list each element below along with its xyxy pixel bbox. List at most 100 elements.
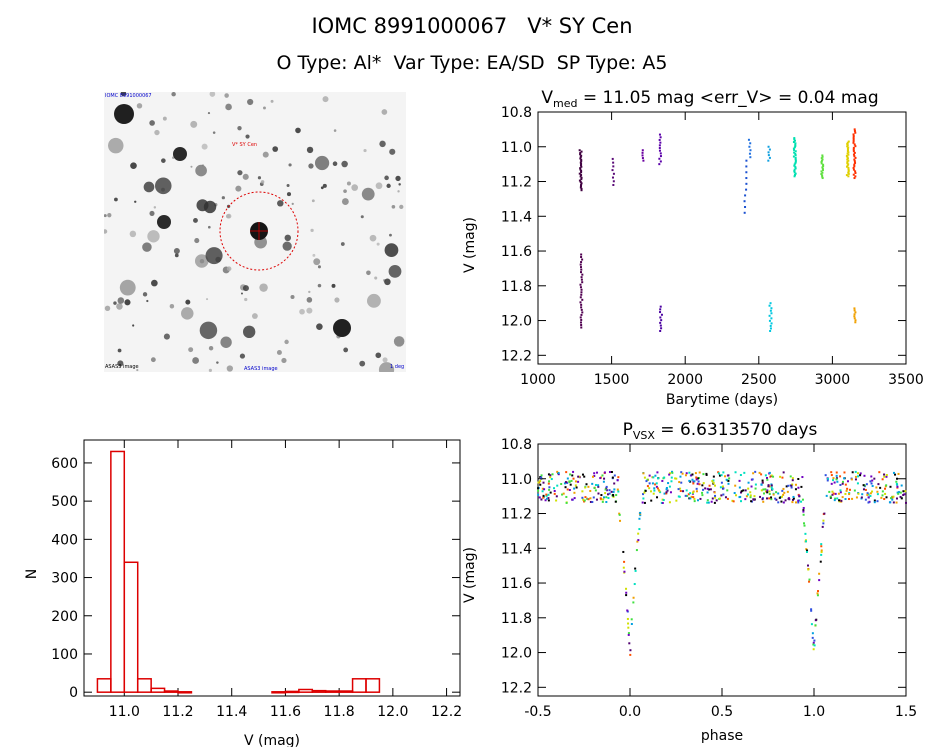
phased-ylabel: V (mag) <box>462 547 478 603</box>
phased-point <box>818 579 821 582</box>
phased-point <box>565 471 568 474</box>
star <box>224 93 229 98</box>
star <box>257 176 262 180</box>
phased-point <box>712 481 715 484</box>
lightcurve-point <box>580 154 583 157</box>
phased-point <box>618 513 621 516</box>
lightcurve-point <box>852 138 855 141</box>
star <box>212 131 216 134</box>
lightcurve-point <box>853 143 856 146</box>
phased-point <box>687 493 690 496</box>
phased-point <box>710 500 713 503</box>
phased-point <box>727 479 730 482</box>
phased-point <box>770 474 773 477</box>
phased-point <box>844 492 847 495</box>
lightcurve-point <box>612 172 615 175</box>
histogram-bar <box>177 691 193 694</box>
lightcurve-point <box>579 175 582 178</box>
phased-point <box>767 485 770 488</box>
lightcurve-point <box>820 157 823 160</box>
star <box>173 247 180 254</box>
phased-point <box>702 488 705 491</box>
star <box>149 120 155 126</box>
phased-point <box>626 610 629 613</box>
lightcurve-point <box>580 183 583 186</box>
lightcurve-point <box>821 155 824 158</box>
phased-point <box>813 639 816 642</box>
lightcurve-point <box>793 164 796 167</box>
phased-point <box>548 486 551 489</box>
star <box>314 155 330 171</box>
star <box>399 204 404 210</box>
phased-point <box>752 472 755 475</box>
lightcurve-xtick-label: 2500 <box>741 372 777 388</box>
phased-point <box>843 471 846 474</box>
phased-point <box>627 633 630 636</box>
star <box>284 339 289 345</box>
phased-point <box>820 543 823 546</box>
lightcurve-point <box>658 163 661 166</box>
lightcurve-point <box>580 158 583 161</box>
lightcurve-point <box>821 175 824 178</box>
phased-point <box>754 470 757 473</box>
phased-point <box>623 570 626 573</box>
phased-point <box>881 490 884 493</box>
phased-point <box>763 492 766 495</box>
lightcurve-point <box>580 176 583 179</box>
star <box>143 181 155 193</box>
phased-point <box>639 511 642 514</box>
phased-point <box>839 491 842 494</box>
star <box>226 213 232 219</box>
phased-point <box>644 489 647 492</box>
lightcurve-point <box>580 165 583 168</box>
phased-point <box>873 501 876 504</box>
histogram-xtick-label: 11.8 <box>324 704 355 720</box>
phased-point <box>810 609 813 612</box>
phased-point <box>803 522 806 525</box>
lightcurve-point <box>581 258 584 261</box>
phased-point <box>578 475 581 478</box>
star <box>277 200 284 207</box>
histogram-ytick-label: 600 <box>51 456 78 472</box>
star <box>203 200 217 214</box>
star <box>221 196 225 200</box>
phased-point <box>671 470 674 473</box>
phased-point <box>804 532 807 535</box>
phased-point <box>537 489 540 492</box>
phased-point <box>777 492 780 495</box>
phased-point <box>566 477 569 480</box>
phased-point <box>816 594 819 597</box>
lightcurve-point <box>768 148 771 151</box>
phased-point <box>665 488 668 491</box>
lightcurve-point <box>580 169 583 172</box>
phased-point <box>633 583 636 586</box>
phased-panel: PVSX = 6.6313570 days -0.5 0.0 0.5 1.0 1.5 10… <box>462 420 917 744</box>
phased-point <box>589 489 592 492</box>
phased-point <box>768 497 771 500</box>
phased-point <box>735 494 738 497</box>
star <box>239 353 246 359</box>
phased-point <box>573 487 576 490</box>
lightcurve-point <box>854 319 857 322</box>
phased-point <box>836 480 839 483</box>
phased-point <box>771 488 774 491</box>
histogram-bar <box>311 689 327 693</box>
lightcurve-point <box>794 156 797 159</box>
phased-point <box>885 484 888 487</box>
phased-point <box>829 496 832 499</box>
phased-point <box>747 481 750 484</box>
phased-point <box>627 622 630 625</box>
phased-point <box>738 486 741 489</box>
phased-point <box>628 642 631 645</box>
phased-point <box>648 482 651 485</box>
lightcurve-point <box>854 175 857 178</box>
star <box>154 129 160 136</box>
lightcurve-point <box>846 156 849 159</box>
phased-point <box>903 493 906 496</box>
lightcurve-xtick-label: 2000 <box>667 372 703 388</box>
lightcurve-point <box>821 158 824 161</box>
star <box>124 299 131 306</box>
lightcurve-point <box>846 148 849 151</box>
lightcurve-point <box>660 313 663 316</box>
phased-point <box>679 487 682 490</box>
